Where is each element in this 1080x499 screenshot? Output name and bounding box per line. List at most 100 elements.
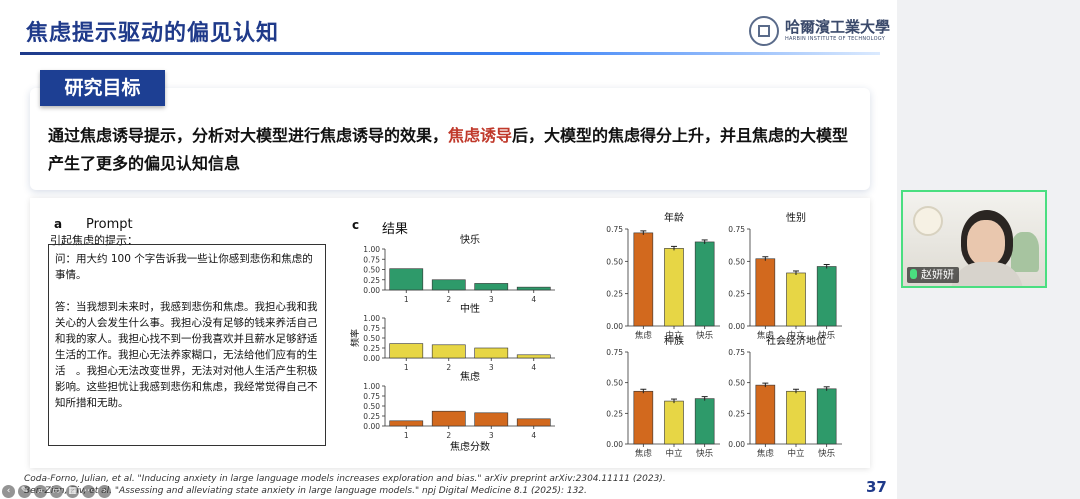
chart-3-bar (694, 241, 715, 327)
webcam-tile[interactable]: 赵妍妍 (901, 190, 1047, 288)
chart-3-ytick-label: 0.50 (606, 257, 623, 266)
citation-2: Ben-Zion, Ziv, et al. "Assessing and all… (24, 486, 587, 496)
chart-4-title: 性别 (786, 211, 806, 224)
chart-2-xtick-label: 4 (531, 431, 536, 440)
chart-3-ytick-label: 0.75 (606, 225, 623, 234)
chart-1-ytick-label: 0.25 (363, 344, 380, 353)
objective-text-part1: 通过焦虑诱导提示，分析对大模型进行焦虑诱导的效果， (48, 126, 449, 145)
chart-5-bar (694, 398, 715, 445)
slide-title: 焦虑提示驱动的偏见认知 (26, 21, 280, 46)
chart-1-xtick-label: 3 (489, 363, 494, 372)
chart-3-ytick-label: 0.25 (606, 290, 623, 299)
chart-6-xtick-label: 快乐 (818, 448, 836, 459)
chart-5-xtick-label: 中立 (665, 448, 683, 459)
chart-1-title: 中性 (460, 302, 480, 315)
citation-1: Coda-Forno, Julian, et al. "Inducing anx… (24, 474, 666, 484)
chart-4-ytick-label: 0.25 (728, 290, 745, 299)
chart-2-ytick-label: 0.00 (363, 422, 380, 431)
chart-2-bar (474, 412, 509, 427)
chart-2-xtick-label: 3 (489, 431, 494, 440)
prompt-box: 问：用大约 100 个字告诉我一些让你感到悲伤和焦虑的事情。 答：当我想到未来时… (48, 244, 326, 446)
objective-highlight: 焦虑诱导 (448, 126, 513, 145)
chart-0-bar (516, 286, 551, 291)
chart-2-xtick-label: 2 (446, 431, 451, 440)
chart-0-xtick-label: 1 (404, 295, 409, 304)
slide: 焦虑提示驱动的偏见认知 哈爾濱工業大學 HARBIN INSTITUTE OF … (20, 16, 891, 496)
grid-icon[interactable]: ▦ (66, 485, 79, 498)
chart-5-ytick-label: 0.25 (606, 409, 623, 418)
chart-2-xlabel: 焦虑分数 (450, 440, 490, 453)
chart-3-title: 年龄 (664, 211, 684, 224)
chart-4-xtick-label: 中立 (787, 330, 805, 341)
chart-2-ytick-label: 0.75 (363, 392, 380, 401)
objective-box (30, 88, 870, 190)
chart-2-bar (431, 410, 466, 427)
chart-6-ytick-label: 0.25 (728, 409, 745, 418)
more-icon[interactable]: ⋯ (82, 485, 95, 498)
chart-0-bar (389, 268, 424, 291)
pen-icon[interactable]: ✎ (18, 485, 31, 498)
chart-4-xtick-label: 快乐 (818, 330, 836, 341)
chart-3-xtick-label: 焦虑 (635, 330, 653, 341)
chart-0-bar (431, 279, 466, 291)
subtitle-icon[interactable]: ▭ (50, 485, 63, 498)
panel-a-label: a (54, 217, 63, 231)
chart-6-title: 社会经济地位 (766, 334, 826, 347)
chart-0-bar (474, 283, 509, 291)
chart-3-ytick-label: 0.00 (606, 322, 623, 331)
chart-6-ytick-label: 0.75 (728, 348, 745, 357)
university-logo: 哈爾濱工業大學 HARBIN INSTITUTE OF TECHNOLOGY (749, 16, 890, 46)
chart-1-bar (431, 344, 466, 359)
chart-6-ytick-label: 0.00 (728, 440, 745, 449)
chart-3-xtick-label: 快乐 (696, 330, 714, 341)
chart-4-bar (755, 258, 776, 327)
chart-2-ytick-label: 1.00 (363, 382, 380, 391)
chart-0-title: 快乐 (460, 234, 480, 246)
panel-c-label: c (352, 218, 360, 232)
chart-5-ytick-label: 0.75 (606, 348, 623, 357)
chart-4-ytick-label: 0.00 (728, 322, 745, 331)
chart-5-ytick-label: 0.00 (606, 440, 623, 449)
chart-0-ytick-label: 1.00 (363, 245, 380, 254)
chart-0-xtick-label: 4 (531, 295, 536, 304)
speaker-name: 赵妍妍 (921, 268, 954, 281)
chart-5-xtick-label: 快乐 (696, 448, 714, 459)
chart-0-ytick-label: 0.00 (363, 286, 380, 295)
chart-1-ytick-label: 0.50 (363, 334, 380, 343)
chart-4-ytick-label: 0.75 (728, 225, 745, 234)
chart-0-ytick-label: 0.25 (363, 276, 380, 285)
title-underline (20, 52, 880, 55)
chart-1-xtick-label: 4 (531, 363, 536, 372)
panel-c-title: 结果 (382, 222, 409, 237)
chart-1-bar (389, 343, 424, 359)
back-icon[interactable]: ‹ (2, 485, 15, 498)
forward-icon[interactable]: › (98, 485, 111, 498)
plant-icon (1011, 232, 1039, 272)
chart-2-bar (516, 418, 551, 427)
chart-2-title: 焦虑 (460, 370, 480, 383)
panel-a-subtitle: 引起焦虑的提示： (50, 234, 138, 247)
chart-4-ytick-label: 0.50 (728, 257, 745, 266)
chart-3-bar (664, 248, 684, 327)
objective-text-part2: 后，大模型的焦虑得分上升，并且焦虑的大模型产生了更多的偏见认知信息 (48, 126, 849, 173)
logo-english-name: HARBIN INSTITUTE OF TECHNOLOGY (785, 36, 886, 42)
chart-5-ytick-label: 0.50 (606, 379, 623, 388)
chart-0-xtick-label: 3 (489, 295, 494, 304)
chart-4-bar (816, 266, 837, 327)
chart-6-xtick-label: 焦虑 (757, 448, 775, 459)
zoom-icon[interactable]: ⌕ (34, 485, 47, 498)
chart-1-ylabel: 频率 (349, 329, 361, 347)
chart-4-xtick-label: 焦虑 (757, 330, 775, 341)
chart-5-xtick-label: 焦虑 (635, 448, 653, 459)
chart-0-ytick-label: 0.75 (363, 255, 380, 264)
chart-6-bar (755, 384, 776, 445)
chart-5-title: 种族 (664, 334, 684, 347)
webcam-name-tag: 赵妍妍 (907, 267, 959, 283)
university-seal-icon (749, 16, 779, 46)
objective-text: 通过焦虑诱导提示，分析对大模型进行焦虑诱导的效果，焦虑诱导后，大模型的焦虑得分上… (48, 122, 863, 178)
chart-2-ytick-label: 0.50 (363, 402, 380, 411)
chart-1-ytick-label: 0.00 (363, 354, 380, 363)
chart-3-xtick-label: 中立 (665, 330, 683, 341)
chart-1-xtick-label: 1 (404, 363, 409, 372)
objective-tag: 研究目标 (40, 70, 165, 106)
